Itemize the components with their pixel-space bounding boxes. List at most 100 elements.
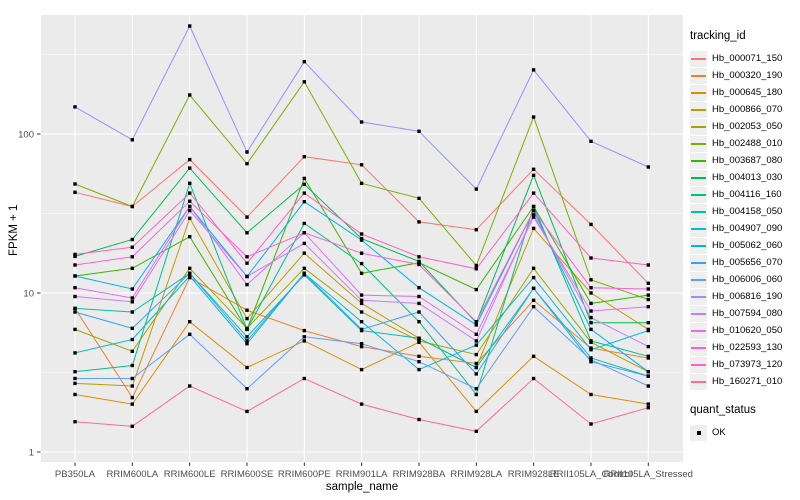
data-point-Hb_010620_050 <box>417 294 421 299</box>
legend-key-swatch <box>690 203 707 220</box>
legend-key-swatch <box>690 237 707 254</box>
legend-key-swatch <box>690 254 707 271</box>
legend-item: Hb_000645_180 <box>690 84 800 101</box>
data-point-Hb_002488_010 <box>359 181 364 185</box>
data-point-Hb_000866_070 <box>359 301 364 306</box>
legend-item: Hb_073973_120 <box>690 356 800 373</box>
legend-items-tracking-id: Hb_000071_150 Hb_000320_190 Hb_000645_180 H… <box>690 50 800 390</box>
data-point-Hb_005656_070 <box>245 339 249 343</box>
data-point-Hb_000071_150 <box>417 220 421 224</box>
data-point-Hb_010620_050 <box>531 215 536 219</box>
legend-item-label: Hb_004907_090 <box>712 223 783 234</box>
data-point-Hb_005062_060 <box>302 200 306 204</box>
data-point-Hb_004158_050 <box>589 356 593 360</box>
legend-item-label: Hb_007594_080 <box>712 308 783 319</box>
legend-key-swatch <box>690 322 707 339</box>
legend-line-icon <box>691 380 706 383</box>
data-point-Hb_003687_080 <box>130 266 134 270</box>
data-point-Hb_000320_190 <box>359 344 364 349</box>
data-point-Hb_005062_060 <box>646 370 650 374</box>
data-point-Hb_004116_160 <box>188 181 192 185</box>
legend-key-swatch <box>690 220 707 237</box>
data-point-Hb_010620_050 <box>646 305 650 309</box>
legend-item-label: Hb_000866_070 <box>712 104 783 115</box>
legend-line-icon <box>691 108 706 111</box>
legend-item-label: Hb_004158_050 <box>712 206 783 217</box>
x-tick-label: RRIM928LA <box>450 469 502 480</box>
legend-item-label: Hb_003687_080 <box>712 155 783 166</box>
data-point-Hb_005062_060 <box>130 287 134 291</box>
legend-item: Hb_007594_080 <box>690 305 800 322</box>
legend-item: Hb_005656_070 <box>690 254 800 271</box>
legend-item: Hb_004907_090 <box>690 220 800 237</box>
data-point-Hb_004907_090 <box>417 367 421 372</box>
data-point-Hb_073973_120 <box>531 191 536 195</box>
x-tick-label: RRII105LA_Control <box>550 469 632 480</box>
data-point-Hb_005656_070 <box>646 374 650 378</box>
data-point-Hb_004116_160 <box>531 204 536 209</box>
legend-key-swatch <box>690 169 707 186</box>
data-point-Hb_010620_050 <box>589 309 593 313</box>
data-point-Hb_000320_190 <box>531 298 536 302</box>
data-point-Hb_005656_070 <box>474 372 478 376</box>
legend-line-icon <box>691 74 706 77</box>
legend-key-swatch <box>690 118 707 135</box>
data-point-Hb_006006_060 <box>73 376 77 381</box>
data-point-Hb_006816_190 <box>73 105 77 109</box>
data-point-Hb_002488_010 <box>589 278 593 282</box>
data-point-Hb_000071_150 <box>359 163 364 167</box>
data-point-Hb_006816_190 <box>417 129 421 133</box>
data-point-Hb_000866_070 <box>73 381 77 386</box>
data-point-Hb_004013_030 <box>531 173 536 177</box>
y-tick-label: 10 <box>23 289 34 300</box>
data-point-Hb_000320_190 <box>130 395 134 400</box>
data-point-Hb_004907_090 <box>359 320 364 324</box>
data-point-Hb_022593_130 <box>417 262 421 267</box>
data-point-Hb_005062_060 <box>417 286 421 290</box>
legend-line-icon <box>691 91 706 94</box>
data-point-Hb_000645_180 <box>302 339 306 343</box>
legend-item: Hb_004158_050 <box>690 203 800 220</box>
legend-item: Hb_022593_130 <box>690 339 800 356</box>
data-point-Hb_010620_050 <box>359 293 364 297</box>
data-point-Hb_000645_180 <box>531 354 536 358</box>
data-point-Hb_007594_080 <box>417 301 421 306</box>
data-point-Hb_000866_070 <box>130 384 134 388</box>
legend: tracking_id Hb_000071_150 Hb_000320_190 Hb… <box>690 30 800 441</box>
data-point-Hb_004116_160 <box>359 261 364 266</box>
data-point-Hb_022593_130 <box>646 287 650 291</box>
data-point-Hb_022593_130 <box>302 231 306 235</box>
data-point-Hb_073973_120 <box>646 263 650 267</box>
data-point-Hb_000645_180 <box>474 409 478 414</box>
data-point-Hb_022593_130 <box>589 286 593 290</box>
legend-line-icon <box>691 278 706 281</box>
data-point-Hb_006006_060 <box>359 342 364 346</box>
data-point-Hb_000645_180 <box>359 367 364 372</box>
legend-item: Hb_006816_190 <box>690 288 800 305</box>
data-point-Hb_006006_060 <box>474 387 478 391</box>
data-point-Hb_005656_070 <box>359 327 364 332</box>
data-point-Hb_073973_120 <box>245 261 249 265</box>
data-point-Hb_010620_050 <box>73 286 77 290</box>
data-point-Hb_000071_150 <box>302 155 306 159</box>
legend-item: Hb_004116_160 <box>690 186 800 203</box>
legend-item-label: Hb_002488_010 <box>712 138 783 149</box>
data-point-Hb_004158_050 <box>474 365 478 370</box>
data-point-Hb_005656_070 <box>73 310 77 314</box>
data-point-Hb_073973_120 <box>417 255 421 259</box>
data-point-Hb_160271_010 <box>417 417 421 422</box>
data-point-Hb_003687_080 <box>302 176 306 181</box>
legend-item-label: Hb_010620_050 <box>712 325 783 336</box>
data-point-Hb_000071_150 <box>188 157 192 162</box>
data-point-Hb_004907_090 <box>589 348 593 352</box>
legend-item: Hb_002053_050 <box>690 118 800 135</box>
data-point-Hb_002053_050 <box>531 266 536 270</box>
legend-key-swatch <box>690 101 707 118</box>
data-point-Hb_006006_060 <box>245 387 249 391</box>
data-point-Hb_000320_190 <box>417 354 421 358</box>
point-square-icon <box>696 430 701 435</box>
legend-line-icon <box>691 125 706 128</box>
data-point-Hb_022593_130 <box>73 263 77 267</box>
legend-key-swatch <box>690 135 707 152</box>
data-point-Hb_002488_010 <box>531 115 536 119</box>
